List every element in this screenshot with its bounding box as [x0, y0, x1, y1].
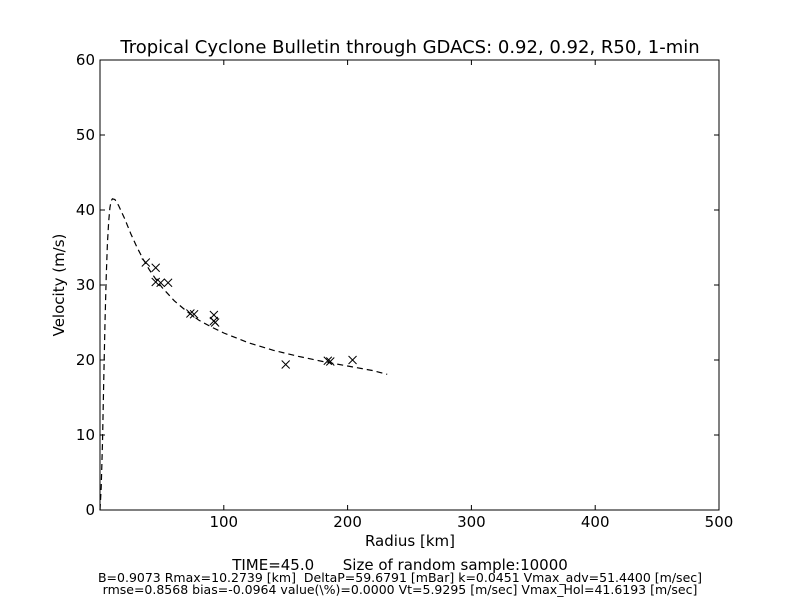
x-tick-label: 100 — [209, 513, 238, 531]
x-tick-label: 300 — [457, 513, 486, 531]
x-axis-label: Radius [km] — [365, 532, 455, 550]
y-axis-ticks: 0 10 20 30 40 50 60 — [76, 51, 719, 519]
fit-curve-line — [99, 198, 388, 511]
footer-statistics: rmse=0.8568 bias=-0.0964 value(\%)=0.000… — [103, 582, 698, 597]
data-point-marker — [325, 357, 335, 366]
footer-time-sample: TIME=45.0 Size of random sample:10000 — [231, 556, 568, 574]
data-point-marker — [163, 278, 173, 288]
y-tick-label: 50 — [76, 126, 95, 144]
plot-frame — [99, 59, 720, 511]
y-tick-label: 20 — [76, 351, 95, 369]
y-tick-label: 0 — [85, 501, 95, 519]
data-point-marker — [189, 309, 199, 319]
x-tick-label: 400 — [581, 513, 610, 531]
y-tick-label: 60 — [76, 51, 95, 69]
y-tick-label: 10 — [76, 426, 95, 444]
data-point-marker — [348, 355, 357, 365]
footer-parameters: B=0.9073 Rmax=10.2739 [km] DeltaP=59.679… — [98, 570, 702, 585]
series-layer — [99, 198, 388, 511]
x-axis-ticks: 100 200 300 400 500 — [209, 60, 733, 531]
y-axis-label: Velocity (m/s) — [50, 234, 68, 337]
data-point-marker — [281, 360, 291, 369]
data-point-marker — [151, 263, 161, 273]
y-tick-label: 30 — [76, 276, 95, 294]
data-point-marker — [210, 318, 220, 327]
x-tick-label: 500 — [705, 513, 734, 531]
y-tick-label: 40 — [76, 201, 95, 219]
x-tick-label: 200 — [333, 513, 362, 531]
chart-title: Tropical Cyclone Bulletin through GDACS:… — [119, 37, 699, 58]
data-point-marker — [156, 278, 166, 288]
